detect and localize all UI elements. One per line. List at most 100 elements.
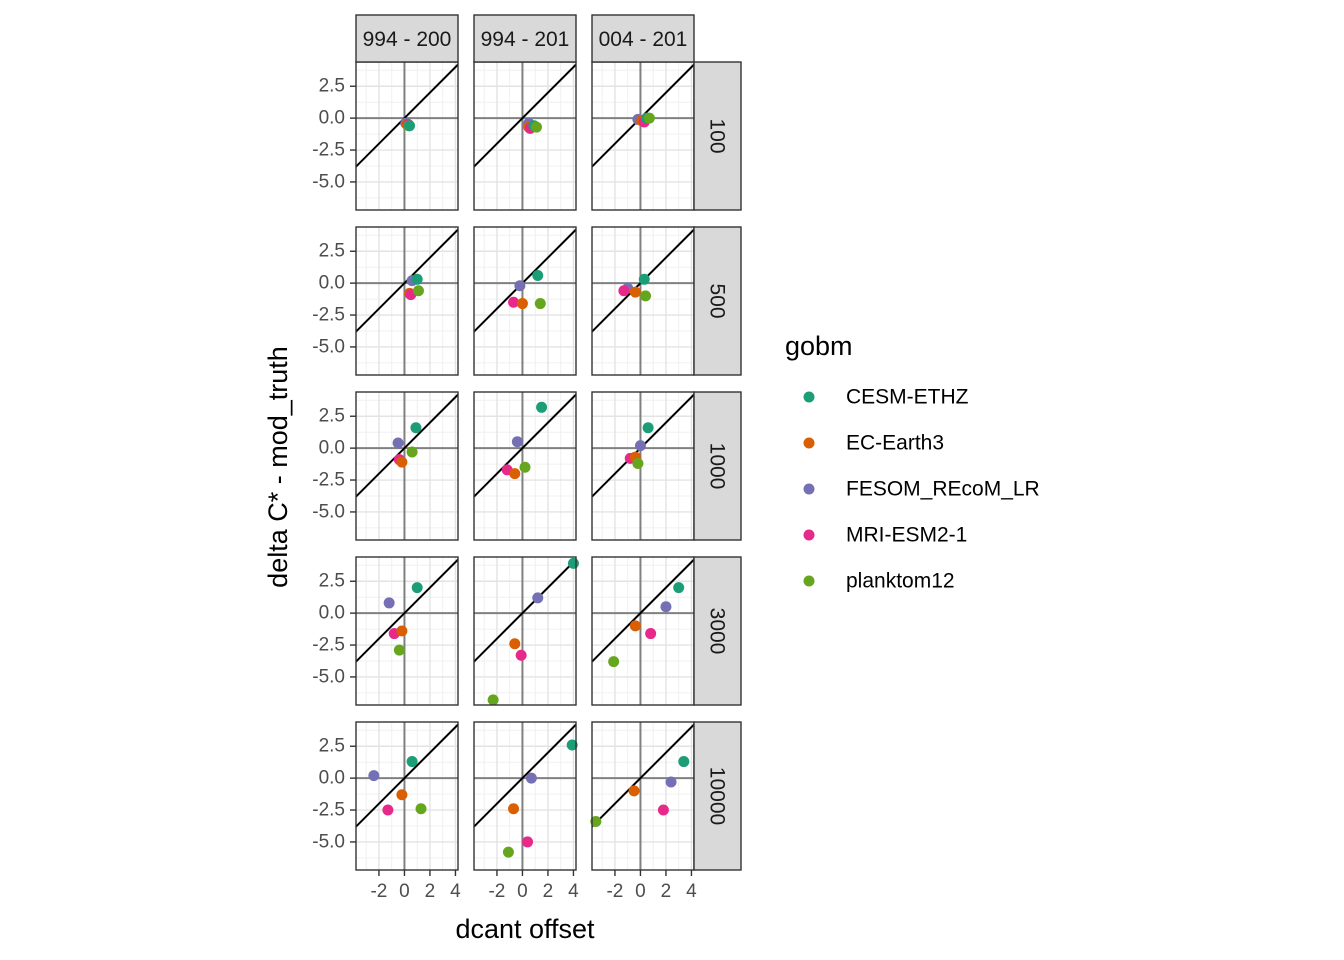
x-tick-label: -2 bbox=[606, 881, 623, 902]
data-point-MRI-ESM2-1 bbox=[382, 804, 394, 816]
column-strip-label: 994 - 200 bbox=[363, 28, 452, 51]
strip-background bbox=[473, 14, 577, 63]
row-strip-label: 10000 bbox=[706, 767, 729, 825]
x-tick-label: -2 bbox=[370, 881, 387, 902]
data-point-planktom12 bbox=[530, 121, 542, 133]
row-strip-label: 1000 bbox=[706, 443, 729, 490]
x-tick-label: 4 bbox=[686, 881, 697, 902]
facet-panel-1-1 bbox=[473, 226, 577, 376]
y-tick-label: 2.5 bbox=[319, 241, 345, 262]
row-strip: 3000 bbox=[693, 556, 742, 706]
identity-line bbox=[356, 723, 458, 829]
facet-panel-4-2 bbox=[590, 721, 695, 871]
data-point-CESM-ETHZ bbox=[678, 756, 690, 768]
facet-panel-3-1 bbox=[473, 556, 579, 706]
x-tick-label: 4 bbox=[568, 881, 579, 902]
data-point-EC-Earth3 bbox=[629, 286, 641, 298]
y-tick-label: 2.5 bbox=[319, 406, 345, 427]
strip-background bbox=[693, 556, 742, 706]
facet-grid bbox=[355, 61, 695, 871]
column-strips: 994 - 200 994 - 201 004 - 201 bbox=[355, 14, 695, 63]
row-strip: 500 bbox=[693, 226, 742, 376]
data-point-EC-Earth3 bbox=[508, 803, 520, 815]
data-point-EC-Earth3 bbox=[629, 620, 641, 632]
y-tick-label: -2.5 bbox=[312, 635, 345, 656]
data-point-FESOM_REcoM_LR bbox=[532, 592, 544, 604]
y-tick-label: 0.0 bbox=[319, 438, 345, 459]
data-point-MRI-ESM2-1 bbox=[508, 296, 520, 308]
panel-border bbox=[473, 226, 577, 376]
column-strip: 994 - 201 bbox=[473, 14, 577, 63]
data-point-FESOM_REcoM_LR bbox=[525, 772, 537, 784]
panel-border bbox=[473, 556, 577, 706]
y-axis-title: delta C* - mod_truth bbox=[263, 346, 293, 588]
data-point-EC-Earth3 bbox=[509, 468, 521, 480]
y-tick-label: 2.5 bbox=[319, 76, 345, 97]
legend-label: planktom12 bbox=[846, 570, 955, 593]
legend-item: FESOM_REcoM_LR bbox=[803, 478, 1040, 501]
y-tick-label: 0.0 bbox=[319, 603, 345, 624]
facet-panel-1-0 bbox=[355, 226, 459, 376]
data-point-MRI-ESM2-1 bbox=[645, 628, 657, 640]
strip-background bbox=[693, 61, 742, 211]
data-point-CESM-ETHZ bbox=[642, 422, 654, 434]
panel-border bbox=[473, 391, 577, 541]
data-point-planktom12 bbox=[406, 446, 418, 458]
facet-panel-3-2 bbox=[591, 556, 695, 706]
data-point-CESM-ETHZ bbox=[411, 273, 423, 285]
y-tick-label: 2.5 bbox=[319, 736, 345, 757]
legend-key bbox=[803, 391, 815, 403]
data-point-MRI-ESM2-1 bbox=[522, 836, 534, 848]
row-strip: 10000 bbox=[693, 721, 742, 871]
y-tick-label: -5.0 bbox=[312, 666, 345, 687]
legend-label: FESOM_REcoM_LR bbox=[846, 478, 1040, 501]
data-point-planktom12 bbox=[640, 290, 652, 302]
data-point-EC-Earth3 bbox=[396, 625, 408, 637]
data-point-CESM-ETHZ bbox=[406, 756, 418, 768]
legend-item: MRI-ESM2-1 bbox=[803, 524, 967, 547]
facet-panel-0-1 bbox=[473, 61, 577, 211]
y-tick-label: -5.0 bbox=[312, 831, 345, 852]
strip-background bbox=[693, 721, 742, 871]
x-tick-label: 2 bbox=[661, 881, 672, 902]
data-point-CESM-ETHZ bbox=[410, 422, 422, 434]
column-strip: 004 - 201 bbox=[591, 14, 695, 63]
panel-content bbox=[474, 62, 576, 210]
identity-line bbox=[474, 393, 576, 499]
facet-panel-0-0 bbox=[355, 61, 459, 211]
identity-line bbox=[474, 63, 576, 169]
data-point-planktom12 bbox=[590, 816, 602, 828]
strip-background bbox=[591, 14, 695, 63]
facet-panel-3-0 bbox=[355, 556, 459, 706]
y-tick-label: 0.0 bbox=[319, 768, 345, 789]
data-point-EC-Earth3 bbox=[516, 298, 528, 310]
data-point-planktom12 bbox=[487, 694, 499, 706]
facet-panel-4-0 bbox=[355, 721, 459, 871]
y-tick-label: -5.0 bbox=[312, 171, 345, 192]
data-point-CESM-ETHZ bbox=[404, 120, 416, 132]
data-point-CESM-ETHZ bbox=[673, 582, 685, 594]
strip-background bbox=[693, 391, 742, 541]
identity-line bbox=[356, 63, 458, 169]
data-point-CESM-ETHZ bbox=[536, 401, 548, 413]
panel-content bbox=[592, 557, 694, 705]
data-point-planktom12 bbox=[412, 285, 424, 297]
data-point-planktom12 bbox=[415, 803, 427, 815]
panel-content bbox=[592, 722, 694, 870]
data-point-FESOM_REcoM_LR bbox=[392, 437, 404, 449]
legend-key bbox=[803, 529, 815, 541]
x-tick-label: -2 bbox=[488, 881, 505, 902]
column-strip-label: 004 - 201 bbox=[599, 28, 688, 51]
row-strip: 1000 bbox=[693, 391, 742, 541]
y-tick-label: 0.0 bbox=[319, 108, 345, 129]
data-point-FESOM_REcoM_LR bbox=[514, 280, 526, 292]
x-tick-label: 4 bbox=[450, 881, 461, 902]
y-tick-label: -2.5 bbox=[312, 140, 345, 161]
y-axis-ticks: 2.5 0.0 -2.5 -5.0 2.5 0.0 -2.5 -5.0 2.5 0.0 -2.5 -5… bbox=[312, 76, 356, 852]
data-point-EC-Earth3 bbox=[396, 789, 408, 801]
data-point-FESOM_REcoM_LR bbox=[634, 440, 646, 452]
identity-line bbox=[474, 228, 576, 334]
data-point-planktom12 bbox=[534, 298, 546, 310]
x-tick-label: 0 bbox=[635, 881, 646, 902]
row-strips: 100 500 1000 3000 10000 bbox=[693, 61, 742, 871]
